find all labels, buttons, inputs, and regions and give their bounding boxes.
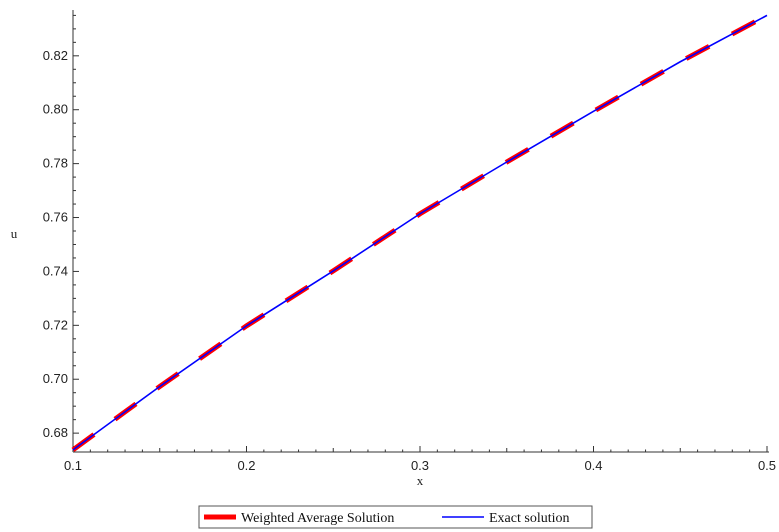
series-line-exact [72,14,768,451]
y-tick-label: 0.72 [43,317,68,332]
y-tick-label: 0.68 [43,425,68,440]
legend: Weighted Average Solution Exact solution [198,505,593,529]
y-tick-label: 0.70 [43,371,68,386]
x-tick-label: 0.4 [584,458,602,473]
y-tick-label: 0.82 [43,48,68,63]
y-ticks: 0.68 0.70 0.72 0.74 0.76 0.78 0.80 0.82 [43,14,79,448]
x-tick-label: 0.2 [237,458,255,473]
legend-box [198,505,593,529]
x-tick-label: 0.5 [758,458,776,473]
x-tick-label: 0.3 [411,458,429,473]
y-axis-label: u [11,226,18,241]
y-tick-label: 0.80 [43,102,68,117]
series-line-weighted-average [71,13,769,452]
x-ticks: 0.1 0.2 0.3 0.4 0.5 [64,446,776,473]
series-group [71,13,769,452]
axes [72,10,769,453]
y-tick-label: 0.78 [43,156,68,171]
y-tick-label: 0.74 [43,263,68,278]
y-tick-label: 0.76 [43,210,68,225]
legend-entry-weighted-average: Weighted Average Solution [241,511,394,526]
x-tick-label: 0.1 [64,458,82,473]
x-axis-label: x [417,473,424,488]
legend-entry-exact: Exact solution [489,511,570,526]
